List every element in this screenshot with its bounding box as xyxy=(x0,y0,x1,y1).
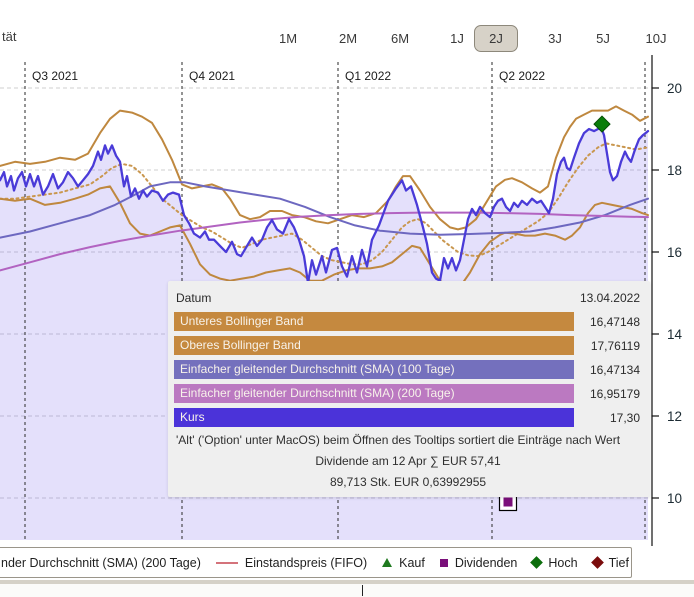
dividend-square-icon[interactable] xyxy=(503,497,513,507)
tooltip-date-label: Datum xyxy=(176,291,212,305)
legend-item-nder-durchschnitt-sma-200-tage[interactable]: nder Durchschnitt (SMA) (200 Tage) xyxy=(1,556,201,570)
tooltip-sort-hint: 'Alt' ('Option' unter MacOS) beim Öffnen… xyxy=(176,433,621,447)
bottom-divider xyxy=(0,580,694,584)
quarter-label: Q3 2021 xyxy=(32,69,78,83)
tooltip-date-value: 13.04.2022 xyxy=(579,291,640,305)
legend-item-hoch[interactable]: Hoch xyxy=(530,555,578,570)
range-button-10j[interactable]: 10J xyxy=(640,25,673,52)
range-button-2j[interactable]: 2J xyxy=(474,25,518,52)
range-button-3j[interactable]: 3J xyxy=(542,25,568,52)
tooltip-series-label: Unteres Bollinger Band xyxy=(174,312,574,331)
legend-item-tief[interactable]: Tief xyxy=(590,555,629,570)
y-axis-tick-label: 10 xyxy=(667,491,682,506)
tooltip-series-value: 16,47134 xyxy=(589,362,640,377)
triangle-swatch-icon xyxy=(382,558,393,567)
range-button-1j[interactable]: 1J xyxy=(444,25,470,52)
y-axis-tick-label: 16 xyxy=(667,245,682,260)
line-swatch-icon xyxy=(215,561,238,564)
y-axis-tick-label: 14 xyxy=(667,327,683,342)
diamond-swatch-icon xyxy=(590,556,604,569)
left-truncated-label: tät xyxy=(2,29,17,44)
tooltip-series-value: 17,76119 xyxy=(590,338,640,353)
tooltip-date-row: Datum 13.04.2022 xyxy=(176,291,640,305)
tooltip-series-label: Oberes Bollinger Band xyxy=(174,336,574,355)
quarter-label: Q4 2021 xyxy=(189,69,235,83)
hoch-diamond-icon[interactable] xyxy=(593,115,611,133)
y-axis-tick-label: 18 xyxy=(667,163,682,178)
tooltip-series-row: Unteres Bollinger Band 16,47148 xyxy=(174,312,642,331)
series-sma100 xyxy=(0,181,649,239)
legend-item-einstandspreis-fifo[interactable]: Einstandspreis (FIFO) xyxy=(215,555,368,570)
range-button-1m[interactable]: 1M xyxy=(273,25,303,52)
tooltip-series-label: Kurs xyxy=(174,408,574,427)
legend-item-label: Einstandspreis (FIFO) xyxy=(244,555,368,570)
tooltip-series-label: Einfacher gleitender Durchschnitt (SMA) … xyxy=(174,360,574,379)
tooltip-series-label: Einfacher gleitender Durchschnitt (SMA) … xyxy=(174,384,574,403)
tooltip-dividend-summary: Dividende am 12 Apr ∑ EUR 57,41 xyxy=(315,454,501,468)
square-swatch-icon xyxy=(439,558,448,567)
legend-item-label: nder Durchschnitt (SMA) (200 Tage) xyxy=(1,555,201,570)
quarter-label: Q2 2022 xyxy=(499,69,545,83)
tooltip-series-row: Kurs 17,30 xyxy=(174,408,642,427)
text-caret xyxy=(362,585,363,596)
bottom-panel xyxy=(0,584,694,597)
y-axis-tick-label: 12 xyxy=(667,409,682,424)
range-button-6m[interactable]: 6M xyxy=(385,25,415,52)
series-sma200 xyxy=(0,211,649,272)
legend-item-label: Tief xyxy=(608,555,629,570)
legend-item-dividenden[interactable]: Dividenden xyxy=(439,555,518,570)
series-bollinger_oben xyxy=(0,105,649,231)
y-axis-tick-label: 20 xyxy=(667,81,682,96)
quarter-label: Q1 2022 xyxy=(345,69,391,83)
chart-tooltip: Datum 13.04.2022 Unteres Bollinger Band 1… xyxy=(168,281,650,497)
tooltip-series-row: Einfacher gleitender Durchschnitt (SMA) … xyxy=(174,384,642,403)
toolbar: tät 1M 2M 6M 1J 2J 3J 5J 10J xyxy=(0,0,694,55)
tooltip-series-row: Oberes Bollinger Band 17,76119 xyxy=(174,336,642,355)
tooltip-series-value: 17,30 xyxy=(609,410,640,425)
tooltip-series-row: Einfacher gleitender Durchschnitt (SMA) … xyxy=(174,360,642,379)
legend-item-label: Dividenden xyxy=(454,555,518,570)
tooltip-series-value: 16,47148 xyxy=(589,314,640,329)
diamond-swatch-icon xyxy=(530,556,544,569)
tooltip-series-value: 16,95179 xyxy=(589,386,640,401)
chart-legend: nder Durchschnitt (SMA) (200 Tage) Einsta… xyxy=(0,547,632,578)
series-kurs xyxy=(0,125,650,284)
legend-item-label: Hoch xyxy=(548,555,578,570)
series-sma20 xyxy=(0,142,649,266)
legend-item-label: Kauf xyxy=(399,555,425,570)
tooltip-dividend-detail: 89,713 Stk. EUR 0,63992955 xyxy=(329,475,487,489)
range-button-5j[interactable]: 5J xyxy=(590,25,616,52)
legend-item-kauf[interactable]: Kauf xyxy=(382,556,425,570)
range-button-2m[interactable]: 2M xyxy=(333,25,363,52)
